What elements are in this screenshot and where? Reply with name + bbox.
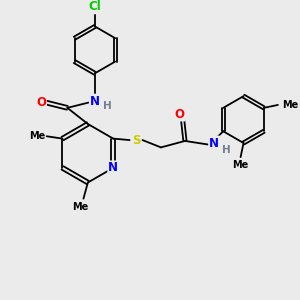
Text: O: O: [175, 107, 185, 121]
Text: O: O: [36, 96, 46, 109]
Text: H: H: [222, 145, 231, 155]
Text: Me: Me: [72, 202, 89, 212]
Text: N: N: [90, 94, 100, 108]
Text: N: N: [209, 136, 219, 149]
Text: Me: Me: [29, 131, 45, 141]
Text: H: H: [103, 101, 112, 111]
Text: Cl: Cl: [88, 0, 101, 13]
Text: S: S: [132, 134, 140, 147]
Text: Me: Me: [282, 100, 298, 110]
Text: Me: Me: [232, 160, 249, 170]
Text: N: N: [108, 161, 118, 174]
